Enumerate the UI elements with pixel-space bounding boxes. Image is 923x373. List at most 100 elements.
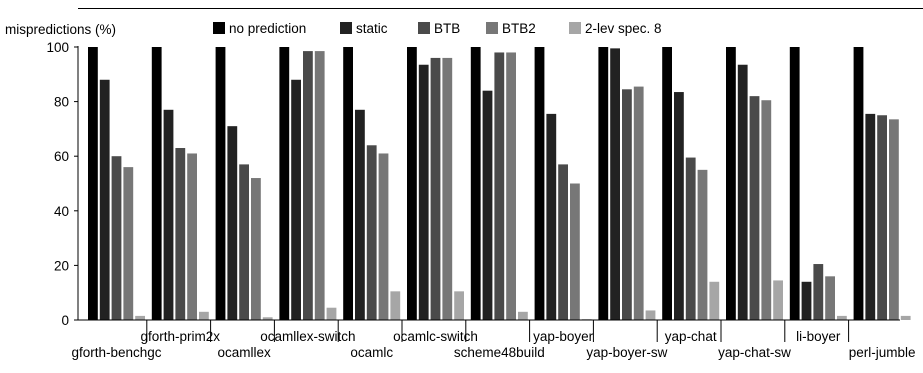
y-tick-label: 100 — [46, 40, 69, 55]
bar-group-scheme48build — [470, 47, 528, 321]
y-axis-label: mispredictions (%) — [5, 22, 116, 37]
legend-swatch-btb — [418, 22, 430, 34]
bar-ocamlc-switch-static — [418, 64, 429, 321]
bar-ocamlc-switch-no-prediction — [407, 47, 417, 320]
legend-label-2-lev-spec-8: 2-lev spec. 8 — [585, 21, 662, 36]
x-tick-label-gforth-prim2x: gforth-prim2x — [141, 329, 221, 344]
bar-ocamlc-switch-2-lev-spec-8 — [454, 291, 464, 320]
bar-ocamlc-switch-btb — [430, 57, 441, 321]
bar-yap-chat-sw-static — [737, 64, 748, 321]
legend-label-no-prediction: no prediction — [229, 21, 306, 36]
bar-li-boyer-static — [801, 281, 812, 320]
bar-gforth-benchgc-2-lev-spec-8 — [135, 315, 145, 320]
bar-perl-jumble-no-prediction — [853, 47, 864, 320]
bar-ocamllex-switch-static — [291, 79, 301, 320]
legend-swatch-no-prediction — [213, 22, 225, 34]
bar-perl-jumble-btb — [877, 115, 887, 320]
legend-label-btb: BTB — [434, 21, 460, 36]
bar-scheme48build-static — [482, 90, 493, 321]
bar-perl-jumble-static — [865, 113, 876, 320]
bar-gforth-benchgc-no-prediction — [88, 47, 98, 320]
bar-ocamlc-no-prediction — [343, 47, 353, 320]
bar-group-yap-boyer — [534, 47, 592, 320]
bar-yap-chat-sw-2-lev-spec-8 — [773, 280, 783, 320]
bar-yap-chat-btb2 — [697, 169, 708, 320]
bar-gforth-prim2x-2-lev-spec-8 — [199, 311, 209, 320]
bar-yap-chat-static — [674, 92, 684, 320]
bar-ocamlc-2-lev-spec-8 — [390, 291, 401, 320]
bar-scheme48build-btb — [494, 52, 505, 321]
bar-group-li-boyer — [789, 47, 847, 320]
bar-group-ocamlc-switch — [407, 47, 464, 321]
x-tick-label-ocamllex: ocamllex — [217, 345, 271, 360]
bar-ocamlc-switch-btb2 — [442, 57, 453, 321]
bar-ocamllex-switch-btb2 — [314, 51, 325, 320]
bar-yap-boyer-no-prediction — [534, 47, 545, 320]
bar-group-gforth-benchgc — [88, 47, 145, 320]
x-tick-label-li-boyer: li-boyer — [796, 329, 841, 344]
x-tick-label-gforth-benchgc: gforth-benchgc — [71, 345, 161, 360]
bar-perl-jumble-btb2 — [889, 119, 899, 320]
bar-yap-boyer-sw-btb — [622, 89, 632, 320]
bar-ocamllex-static — [227, 126, 238, 320]
bar-yap-chat-sw-no-prediction — [726, 47, 736, 320]
legend: no prediction static BTB BTB2 2-lev spec. 8 — [213, 21, 662, 36]
bar-gforth-prim2x-static — [163, 109, 174, 320]
bar-yap-boyer-static — [546, 113, 557, 320]
bar-gforth-benchgc-static — [99, 79, 110, 320]
bar-gforth-prim2x-btb — [175, 148, 186, 320]
bar-yap-boyer-btb — [558, 164, 568, 320]
bar-yap-boyer-sw-static — [610, 48, 620, 321]
bar-group-yap-chat — [662, 47, 720, 320]
bar-ocamllex-switch-no-prediction — [279, 47, 290, 320]
bar-yap-chat-sw-btb2 — [761, 100, 772, 320]
bar-ocamllex-switch-2-lev-spec-8 — [326, 307, 337, 320]
bar-li-boyer-btb — [813, 264, 824, 320]
y-axis: 0 20 40 60 80 100 — [46, 40, 79, 328]
bar-gforth-prim2x-btb2 — [187, 153, 197, 320]
x-tick-label-perl-jumble: perl-jumble — [849, 345, 916, 360]
bar-gforth-benchgc-btb — [111, 156, 122, 320]
bar-yap-boyer-btb2 — [570, 183, 580, 320]
bar-ocamllex-switch-btb — [303, 51, 313, 320]
bar-group-ocamlc — [343, 47, 401, 320]
y-tick-label: 80 — [54, 95, 69, 110]
bar-yap-chat-no-prediction — [662, 47, 672, 320]
bar-li-boyer-2-lev-spec-8 — [837, 315, 847, 320]
bars — [88, 47, 911, 321]
y-tick-label: 20 — [54, 258, 69, 273]
bar-ocamllex-btb — [239, 164, 249, 320]
bar-scheme48build-no-prediction — [470, 47, 481, 320]
x-tick-label-yap-boyer: yap-boyer — [533, 329, 594, 344]
bar-yap-boyer-sw-btb2 — [633, 86, 644, 320]
bar-perl-jumble-2-lev-spec-8 — [900, 315, 911, 320]
bar-group-ocamllex-switch — [279, 47, 337, 320]
x-tick-label-yap-chat-sw: yap-chat-sw — [718, 345, 791, 360]
bar-group-yap-boyer-sw — [598, 47, 656, 321]
bar-yap-chat-sw-btb — [749, 96, 760, 320]
x-tick-label-ocamlc-switch: ocamlc-switch — [393, 329, 478, 344]
x-tick-label-yap-chat: yap-chat — [665, 329, 717, 344]
bar-yap-chat-2-lev-spec-8 — [709, 281, 720, 320]
y-tick-label: 0 — [61, 313, 69, 328]
y-tick-label: 40 — [54, 204, 69, 219]
bar-group-gforth-prim2x — [151, 47, 209, 320]
bar-ocamllex-no-prediction — [215, 47, 226, 320]
bar-ocamllex-btb2 — [251, 178, 261, 320]
bar-yap-boyer-sw-2-lev-spec-8 — [645, 310, 656, 320]
legend-label-static: static — [356, 21, 388, 36]
legend-label-btb2: BTB2 — [502, 21, 536, 36]
bar-group-yap-chat-sw — [726, 47, 783, 321]
bar-ocamllex-2-lev-spec-8 — [262, 317, 273, 320]
bar-group-perl-jumble — [853, 47, 911, 320]
bar-yap-chat-btb — [685, 157, 696, 320]
legend-swatch-static — [340, 22, 352, 34]
bar-ocamlc-btb2 — [378, 153, 389, 320]
bar-group-ocamllex — [215, 47, 273, 320]
y-tick-label: 60 — [54, 149, 69, 164]
bar-ocamlc-btb — [366, 145, 377, 320]
bar-ocamlc-static — [355, 109, 365, 320]
bar-li-boyer-btb2 — [825, 276, 835, 320]
